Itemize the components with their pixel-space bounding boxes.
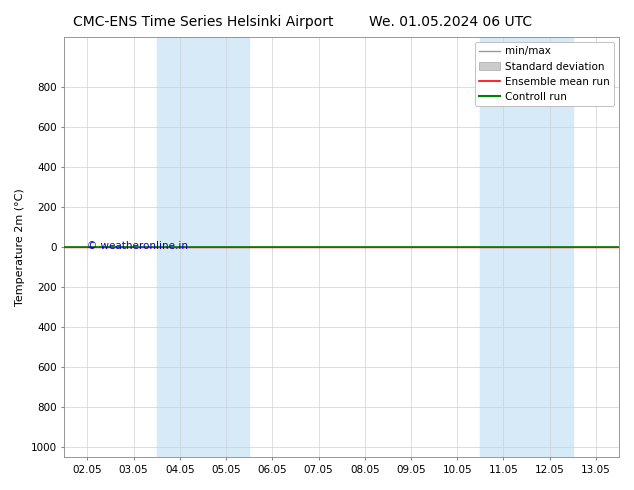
Text: CMC-ENS Time Series Helsinki Airport: CMC-ENS Time Series Helsinki Airport: [73, 15, 333, 29]
Legend: min/max, Standard deviation, Ensemble mean run, Controll run: min/max, Standard deviation, Ensemble me…: [475, 42, 614, 106]
Bar: [157, 37, 249, 457]
Y-axis label: Temperature 2m (°C): Temperature 2m (°C): [15, 188, 25, 306]
Bar: [481, 37, 573, 457]
Text: © weatheronline.in: © weatheronline.in: [87, 241, 188, 251]
Text: We. 01.05.2024 06 UTC: We. 01.05.2024 06 UTC: [368, 15, 532, 29]
